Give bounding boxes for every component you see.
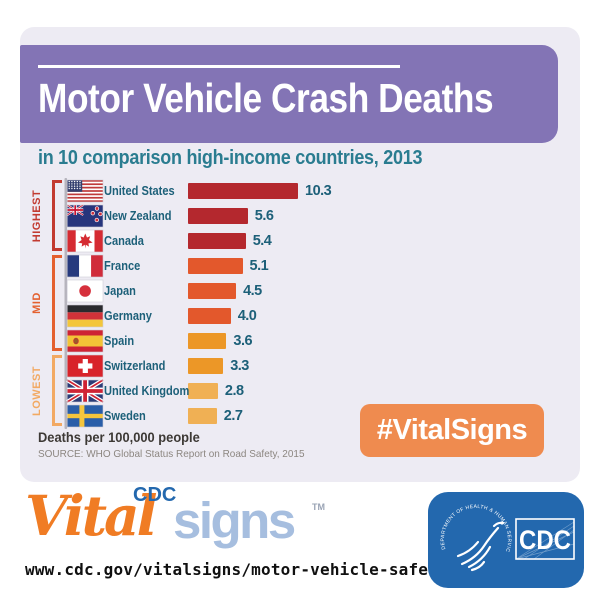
canada-flag-icon (64, 227, 104, 254)
chart-row-canada: Canada 5.4 (64, 227, 564, 254)
value-bar (188, 207, 248, 224)
value-bar (188, 232, 246, 249)
country-label: New Zealand (104, 208, 172, 223)
chart-row-germany: Germany 4.0 (64, 302, 564, 329)
chart-row-switzerland: Switzerland 3.3 (64, 352, 564, 379)
country-label: Canada (104, 233, 144, 248)
chart-row-united-states: United States 10.3 (64, 177, 564, 204)
value-bar (188, 407, 217, 424)
source-note: SOURCE: WHO Global Status Report on Road… (38, 448, 305, 460)
value-bar (188, 257, 243, 274)
value-label: 3.3 (230, 357, 249, 374)
value-label: 5.6 (254, 207, 274, 224)
bar-zone: 5.4 (188, 232, 564, 249)
new-zealand-flag-icon (64, 202, 104, 229)
bar-zone: 5.1 (188, 257, 564, 274)
country-label: Germany (104, 308, 152, 323)
country-label: Japan (104, 283, 136, 298)
country-label: United States (104, 183, 175, 198)
value-label: 2.8 (224, 382, 244, 399)
chart-subtitle: in 10 comparison high-income countries, … (38, 147, 423, 169)
country-label: France (104, 258, 141, 273)
bar-zone: 4.0 (188, 307, 564, 324)
bracket-label-highest: HIGHEST (31, 189, 43, 242)
banner-rule (38, 65, 400, 68)
logo-cdc-text: CDC (133, 484, 177, 506)
chart-row-spain: Spain 3.6 (64, 327, 564, 354)
sweden-flag-icon (64, 402, 104, 429)
hhs-eagle-icon (456, 521, 505, 572)
value-label: 3.6 (233, 332, 253, 349)
infographic-card: Motor Vehicle Crash Deaths in 10 compari… (20, 27, 580, 482)
page-title: Motor Vehicle Crash Deaths (38, 75, 494, 121)
value-label: 5.4 (252, 232, 272, 249)
united-kingdom-flag-icon (64, 377, 104, 404)
japan-flag-icon (64, 277, 104, 304)
germany-flag-icon (64, 302, 104, 329)
bracket-label-lowest: LOWEST (31, 365, 43, 416)
chart-row-japan: Japan 4.5 (64, 277, 564, 304)
bar-zone: 10.3 (188, 182, 564, 199)
value-bar (188, 357, 224, 374)
cdc-hhs-logo: DEPARTMENT OF HEALTH & HUMAN SERVICES • … (428, 492, 584, 588)
vitalsigns-hashtag-badge: #VitalSigns (360, 404, 544, 457)
logo-trademark: TM (312, 502, 325, 512)
title-banner: Motor Vehicle Crash Deaths (20, 45, 558, 143)
cdc-acronym: CDC (519, 525, 571, 555)
spain-flag-icon (64, 327, 104, 354)
country-label: Spain (104, 333, 135, 348)
bar-zone: 4.5 (188, 282, 564, 299)
bar-zone: 3.3 (188, 357, 564, 374)
value-label: 2.7 (223, 407, 243, 424)
cdc-vitalsigns-logo: Vital CDC signs TM (25, 484, 325, 556)
country-label: Sweden (104, 408, 146, 423)
france-flag-icon (64, 252, 104, 279)
value-bar (188, 282, 237, 299)
value-bar (188, 307, 231, 324)
logo-signs-text: signs (173, 492, 296, 549)
website-url: www.cdc.gov/vitalsigns/motor-vehicle-saf… (25, 560, 448, 579)
bracket-mid: MID (31, 255, 63, 351)
value-bar (188, 382, 218, 399)
chart-row-france: France 5.1 (64, 252, 564, 279)
axis-unit-label: Deaths per 100,000 people (38, 429, 200, 445)
bar-zone: 5.6 (188, 207, 564, 224)
country-label: United Kingdom (104, 383, 190, 398)
value-bar (188, 332, 227, 349)
hhs-seal-and-cdc-icon: DEPARTMENT OF HEALTH & HUMAN SERVICES • … (428, 492, 575, 572)
value-label: 10.3 (305, 182, 332, 199)
logo-vital-text: Vital (25, 483, 158, 548)
bracket-lowest: LOWEST (31, 355, 63, 426)
value-label: 4.0 (237, 307, 257, 324)
value-label: 5.1 (249, 257, 269, 274)
bar-chart: United States 10.3 New Zealand 5.6 Canada 5.4… (64, 177, 564, 429)
chart-row-united-kingdom: United Kingdom 2.8 (64, 377, 564, 404)
country-label: Switzerland (104, 358, 166, 373)
bar-zone: 2.8 (188, 382, 564, 399)
value-bar (188, 182, 298, 199)
bar-zone: 3.6 (188, 332, 564, 349)
cdc-acronym-box: CDC (515, 518, 575, 560)
united-states-flag-icon (64, 177, 104, 204)
chart-row-sweden: Sweden 2.7 (64, 402, 564, 429)
bar-zone: 2.7 (188, 407, 564, 424)
bracket-label-mid: MID (31, 292, 43, 314)
switzerland-flag-icon (64, 352, 104, 379)
chart-row-new-zealand: New Zealand 5.6 (64, 202, 564, 229)
bracket-highest: HIGHEST (31, 180, 63, 251)
value-label: 4.5 (243, 282, 262, 299)
eagle-head-dot (500, 521, 504, 525)
